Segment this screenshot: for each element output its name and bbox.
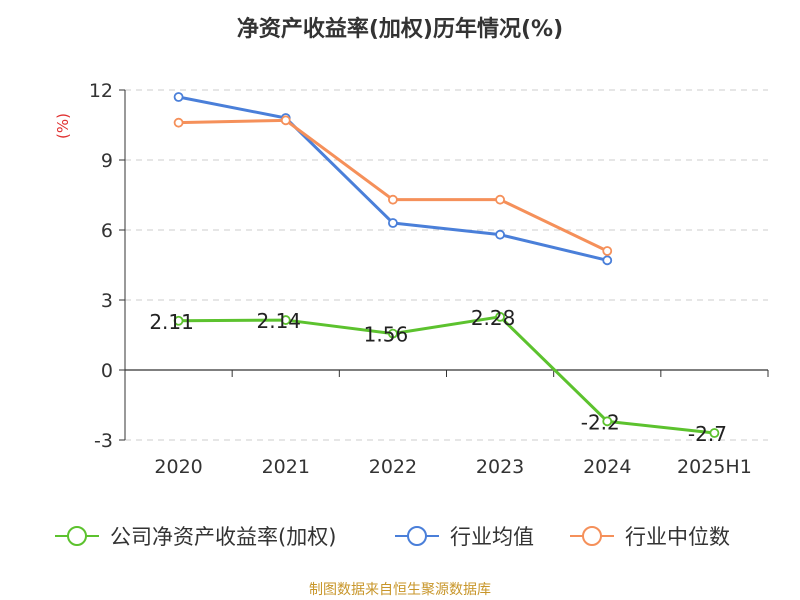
x-tick-labels: 2020 2021 2022 2023 2024 2025H1 — [154, 456, 751, 478]
data-label: 2.14 — [256, 309, 301, 333]
y-tick-label: 9 — [101, 150, 113, 172]
grid-lines — [125, 89, 768, 441]
chart-title: 净资产收益率(加权)历年情况(%) — [237, 16, 563, 42]
series-point-0 — [495, 311, 505, 322]
series-point-0 — [602, 416, 613, 427]
x-tick-label: 2024 — [583, 456, 631, 478]
series-point-2 — [495, 194, 505, 205]
series-point-1 — [602, 255, 613, 266]
legend-marker — [582, 526, 602, 546]
data-label: -2.2 — [581, 410, 620, 434]
y-tick-label: 3 — [101, 290, 113, 312]
series-point-1 — [173, 92, 184, 102]
y-tick-label: -3 — [94, 430, 113, 452]
x-tick-label: 2020 — [154, 456, 202, 478]
y-tick-labels: 12 9 6 3 0 -3 — [89, 80, 113, 452]
legend-marker — [67, 526, 87, 546]
legend-label: 行业均值 — [450, 525, 534, 549]
legend: 公司净资产收益率(加权) 行业均值 行业中位数 — [55, 525, 730, 549]
axes — [119, 89, 769, 441]
y-tick-label: 12 — [89, 80, 113, 102]
y-axis-label: (%) — [54, 113, 72, 139]
series-point-2 — [280, 115, 291, 126]
series-point-0 — [173, 315, 184, 326]
series-point-2 — [173, 117, 184, 128]
series-point-1 — [388, 218, 398, 228]
y-tick-label: 6 — [101, 220, 113, 242]
x-tick-label: 2025H1 — [677, 456, 752, 478]
y-tick-label: 0 — [101, 360, 113, 382]
series-point-0 — [709, 428, 720, 438]
series-point-2 — [602, 246, 613, 256]
data-label: 2.11 — [149, 310, 194, 334]
data-label: 2.28 — [471, 306, 516, 330]
series-point-1 — [495, 229, 505, 240]
series-group — [173, 92, 720, 438]
series-point-0 — [388, 328, 398, 339]
legend-label: 行业中位数 — [625, 525, 730, 549]
x-tick-label: 2023 — [476, 456, 524, 478]
data-label: 1.56 — [364, 323, 409, 347]
x-tick-label: 2021 — [262, 456, 310, 478]
legend-marker — [407, 526, 427, 546]
x-tick-label: 2022 — [369, 456, 417, 478]
legend-label: 公司净资产收益率(加权) — [110, 525, 336, 549]
series-point-2 — [388, 194, 398, 205]
series-line-0 — [178, 315, 715, 435]
series-point-0 — [280, 315, 291, 325]
source-note: 制图数据来自恒生聚源数据库 — [309, 582, 491, 598]
data-labels: 2.11 2.14 1.56 2.28 -2.2 -2.7 — [149, 306, 727, 446]
series-line-2 — [178, 118, 608, 253]
data-label: -2.7 — [688, 422, 727, 446]
